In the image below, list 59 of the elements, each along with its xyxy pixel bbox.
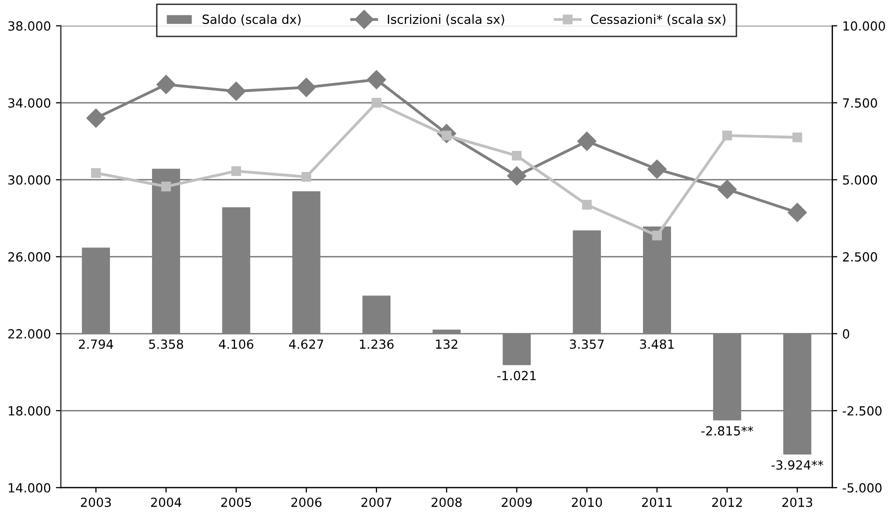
y2-tick-label: 2.500	[842, 252, 878, 262]
point	[156, 74, 176, 94]
x-tick-label: 2012	[712, 498, 742, 508]
data-label: 1.236	[360, 339, 394, 349]
y-tick-label: 26.000	[8, 252, 50, 262]
point	[652, 230, 662, 240]
x-tick-label: 2004	[151, 498, 182, 508]
data-label: 2.794	[78, 339, 114, 349]
point	[788, 202, 807, 222]
data-label: -2.815**	[701, 426, 754, 436]
point	[722, 130, 732, 140]
y2-tick-label: -2.500	[842, 406, 882, 416]
y2-tick-label: 5.000	[843, 175, 878, 185]
y-tick-label: 18.000	[8, 406, 50, 416]
y-tick-label: 38.000	[8, 21, 50, 31]
data-label: 4.106	[218, 339, 254, 349]
y2-tick-label: 10.000	[843, 21, 885, 31]
data-label: -3.924**	[771, 460, 824, 470]
point	[372, 98, 382, 108]
point	[231, 166, 242, 176]
x-tick-label: 2011	[642, 498, 672, 508]
y-tick-label: 14.000	[8, 483, 50, 493]
x-tick-label: 2008	[432, 498, 462, 508]
point	[366, 70, 386, 90]
data-label: 3.481	[640, 339, 674, 349]
y2-tick-label: -5.000	[842, 483, 882, 493]
y2-tick-label: 0	[842, 329, 850, 339]
point	[161, 182, 171, 192]
data-label: 3.357	[570, 339, 604, 349]
x-tick-label: 2010	[572, 498, 602, 508]
point	[582, 200, 592, 210]
y2-tick-label: 7.500	[843, 98, 878, 108]
point	[577, 132, 596, 151]
x-tick-label: 2006	[291, 498, 322, 508]
point	[301, 172, 312, 182]
x-tick-label: 2007	[361, 498, 392, 508]
point	[86, 108, 106, 128]
data-label: -1.021	[497, 370, 536, 380]
x-tick-label: 2003	[80, 498, 111, 508]
data-label: 5.358	[149, 339, 184, 349]
point	[718, 180, 737, 199]
x-tick-label: 2013	[782, 498, 812, 508]
data-label: 4.627	[289, 339, 324, 349]
y-tick-label: 34.000	[8, 98, 50, 108]
x-tick-label: 2005	[221, 498, 252, 508]
point	[512, 150, 522, 161]
x-tick-label: 2009	[502, 498, 532, 508]
legend-label: Saldo (scala dx)	[202, 14, 301, 26]
legend-label: Cessazioni* (scala sx)	[590, 14, 726, 26]
point	[91, 168, 101, 178]
y-tick-label: 22.000	[8, 329, 50, 339]
legend-label: Iscrizioni (scala sx)	[388, 14, 504, 26]
y-tick-label: 30.000	[8, 175, 50, 185]
data-label: 132	[436, 339, 458, 349]
point	[792, 132, 802, 142]
point	[647, 160, 667, 179]
point	[507, 166, 526, 186]
point	[226, 82, 246, 101]
point	[296, 78, 316, 97]
